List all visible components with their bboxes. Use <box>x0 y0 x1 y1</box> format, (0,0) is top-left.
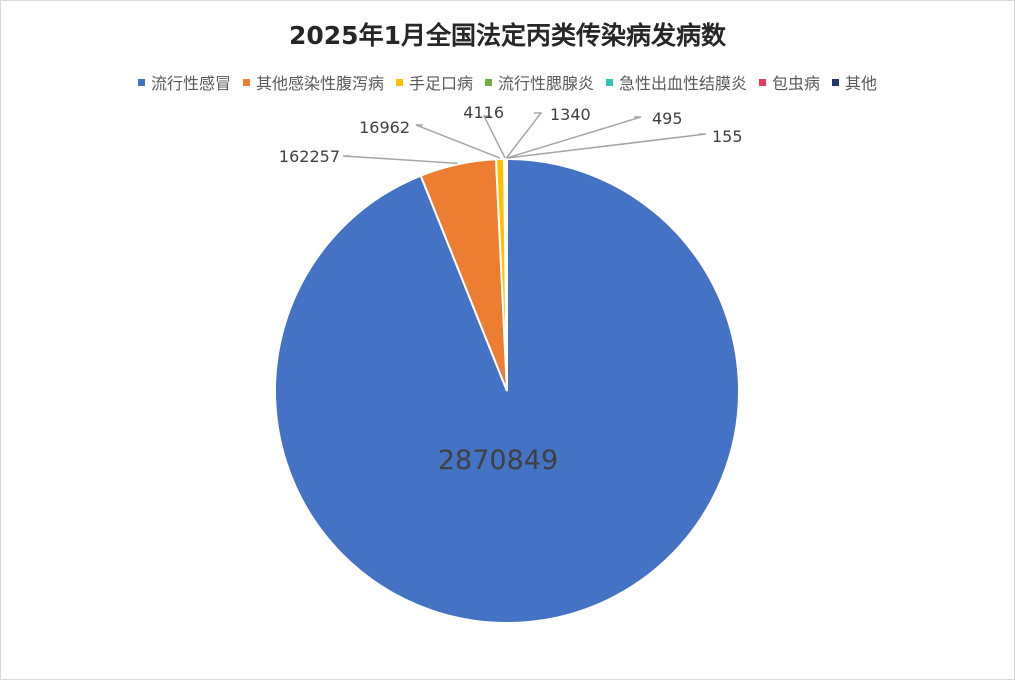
legend-item-other: 其他 <box>832 70 877 94</box>
legend-label-hfmd: 手足口病 <box>408 74 473 93</box>
legend-label-influenza: 流行性感冒 <box>150 74 231 93</box>
data-label-influenza: 2870849 <box>438 445 558 476</box>
chart-title: 2025年1月全国法定丙类传染病发病数 <box>289 21 726 50</box>
data-label-other: 155 <box>712 127 743 146</box>
legend-swatch-diarrhea <box>242 78 250 86</box>
pie-slice-influenza <box>274 157 740 624</box>
legend-label-conjunctivitis: 急性出血性结膜炎 <box>619 74 748 93</box>
leader-line-hfmd <box>415 124 501 159</box>
leader-line-conjunctivitis <box>505 112 543 159</box>
legend-item-hfmd: 手足口病 <box>395 70 473 94</box>
legend-item-diarrhea: 其他感染性腹泻病 <box>242 70 384 94</box>
legend: 流行性感冒 其他感染性腹泻病 手足口病 流行性腮腺炎 急性出血性结膜炎 包虫病 … <box>0 70 1015 94</box>
data-label-echinococcosis: 495 <box>652 109 683 128</box>
legend-item-influenza: 流行性感冒 <box>137 70 231 94</box>
legend-item-mumps: 流行性腮腺炎 <box>484 70 594 94</box>
legend-label-mumps: 流行性腮腺炎 <box>497 74 594 93</box>
data-label-hfmd: 16962 <box>359 118 410 137</box>
leader-line-diarrhea <box>342 155 458 165</box>
legend-swatch-influenza <box>137 78 145 86</box>
legend-label-diarrhea: 其他感染性腹泻病 <box>255 74 384 93</box>
legend-swatch-hfmd <box>395 78 403 86</box>
legend-item-echinococcosis: 包虫病 <box>759 70 820 94</box>
legend-swatch-echinococcosis <box>759 78 767 86</box>
legend-swatch-mumps <box>484 78 492 86</box>
data-label-diarrhea: 162257 <box>279 147 340 166</box>
leader-line-echinococcosis <box>506 116 642 159</box>
data-label-conjunctivitis: 1340 <box>550 105 591 124</box>
legend-label-echinococcosis: 包虫病 <box>772 74 821 93</box>
legend-label-other: 其他 <box>845 74 878 93</box>
data-label-mumps: 4116 <box>463 103 504 122</box>
legend-swatch-conjunctivitis <box>606 78 613 86</box>
leader-line-other <box>506 133 707 159</box>
leader-line-mumps <box>482 115 506 159</box>
legend-swatch-other <box>832 78 840 86</box>
legend-item-conjunctivitis: 急性出血性结膜炎 <box>606 70 747 94</box>
